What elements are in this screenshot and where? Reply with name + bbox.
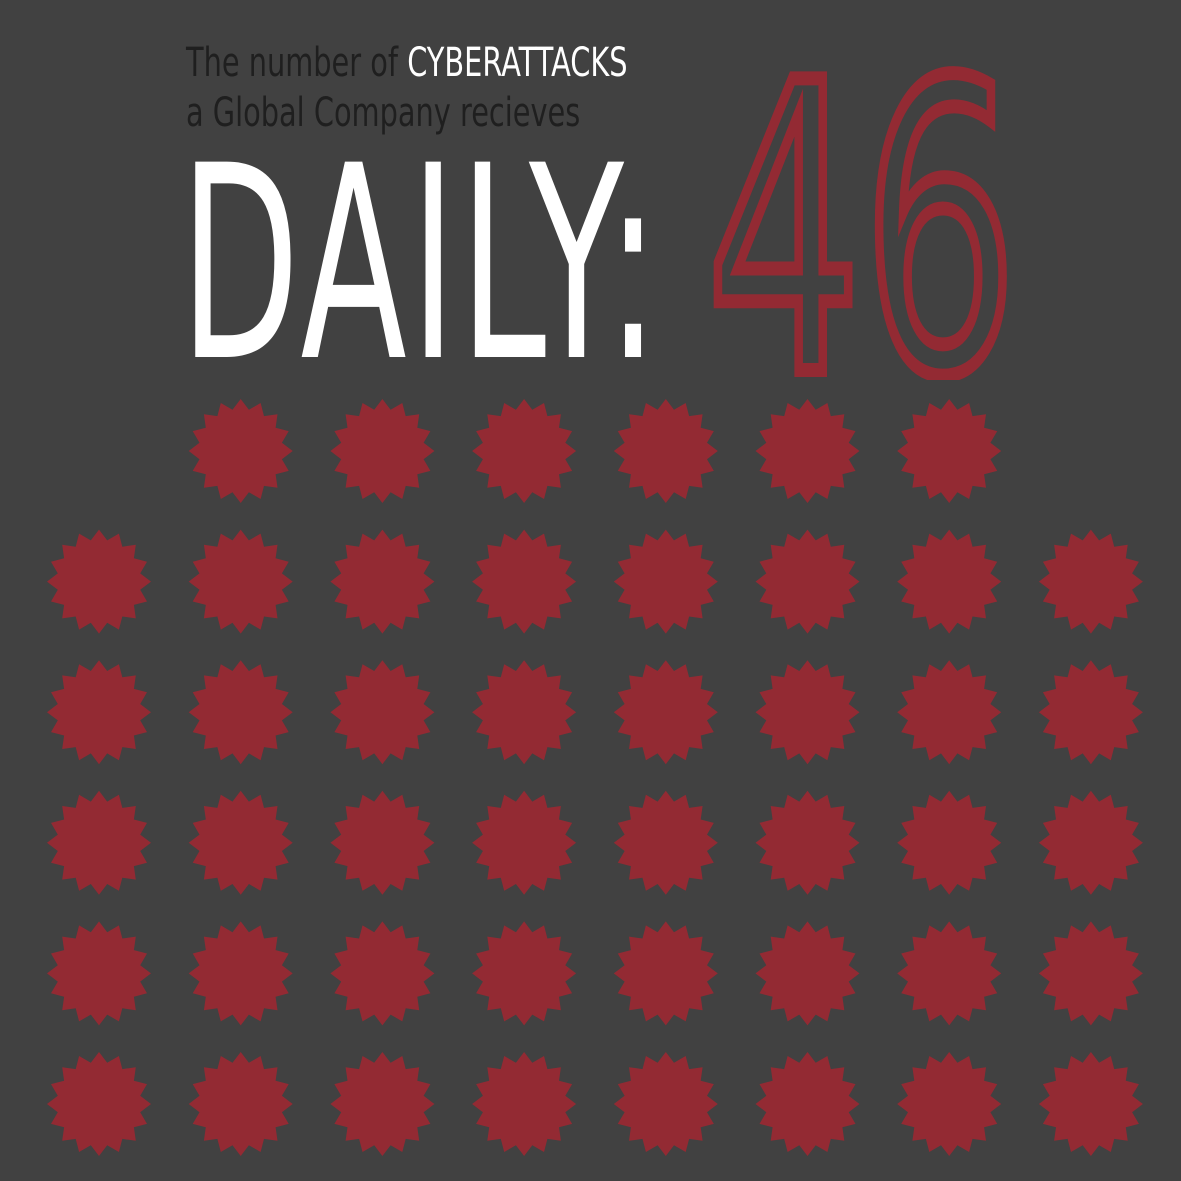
burst-icon	[897, 921, 1002, 1026]
burst-icon	[613, 399, 718, 503]
burst-icon	[472, 1052, 577, 1156]
burst-icon	[472, 921, 577, 1026]
burst-icon	[47, 529, 151, 634]
burst-icon	[330, 921, 435, 1026]
burst-icon	[47, 660, 151, 765]
burst-icon	[188, 790, 293, 895]
burst-icon	[47, 1052, 151, 1156]
burst-icon	[188, 529, 293, 634]
burst-icon	[613, 660, 718, 765]
big-count: 46	[706, 40, 1025, 380]
burst-icon	[47, 790, 151, 895]
burst-icon	[1038, 529, 1143, 634]
headline-prefix: The number of	[186, 40, 408, 86]
burst-icon	[755, 399, 860, 503]
burst-icon	[613, 790, 718, 895]
burst-icon	[755, 529, 860, 634]
burst-icon	[330, 1052, 435, 1156]
burst-icon	[330, 790, 435, 895]
burst-icon	[755, 790, 860, 895]
burst-icon	[897, 399, 1002, 503]
burst-icon	[613, 1052, 718, 1156]
burst-icon	[188, 921, 293, 1026]
burst-icon	[1038, 1052, 1143, 1156]
daily-label: DAILY:	[180, 131, 663, 399]
headline: The number of CYBERATTACKS a Global Comp…	[186, 38, 666, 138]
burst-icon	[613, 529, 718, 634]
burst-icon	[897, 790, 1002, 895]
burst-icon	[188, 1052, 293, 1156]
burst-icon	[330, 660, 435, 765]
burst-icon	[188, 660, 293, 765]
burst-icon	[755, 921, 860, 1026]
burst-icon	[330, 399, 435, 503]
count-value: 46	[706, 40, 1018, 380]
daily-colon: :	[606, 109, 663, 421]
burst-icon	[472, 399, 577, 503]
burst-icon	[472, 790, 577, 895]
burst-icon	[755, 1052, 860, 1156]
burst-icon	[897, 660, 1002, 765]
headline-line-2: a Global Company recieves	[186, 90, 581, 136]
burst-icon	[897, 1052, 1002, 1156]
burst-icon	[472, 529, 577, 634]
burst-icon	[897, 529, 1002, 634]
headline-line-1: The number of CYBERATTACKS	[186, 38, 628, 88]
burst-icon	[188, 399, 293, 503]
headline-highlight: CYBERATTACKS	[407, 40, 628, 86]
burst-group	[47, 399, 1143, 1156]
burst-icon	[1038, 921, 1143, 1026]
burst-icon	[1038, 790, 1143, 895]
burst-icon	[613, 921, 718, 1026]
daily-word: DAILY	[180, 109, 607, 421]
burst-icon	[330, 529, 435, 634]
burst-icon	[47, 921, 151, 1026]
burst-icon	[1038, 660, 1143, 765]
burst-icon	[755, 660, 860, 765]
burst-icon	[472, 660, 577, 765]
